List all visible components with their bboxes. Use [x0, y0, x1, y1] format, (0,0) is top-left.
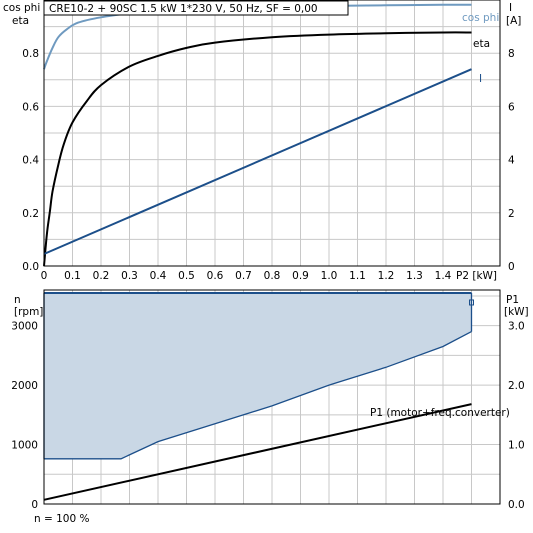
- speed-range-area: [44, 292, 472, 459]
- chart-title: CRE10-2 + 90SC 1.5 kW 1*230 V, 50 Hz, SF…: [49, 3, 318, 15]
- y-left-label-n: n: [14, 294, 21, 306]
- p1-power-line: [43, 403, 472, 501]
- y-right-tick-label: 1.0: [508, 440, 525, 452]
- x-tick-label: 0: [41, 270, 48, 282]
- y-left-label-eta: eta: [12, 15, 29, 27]
- x-tick-label: 1.4: [435, 270, 452, 282]
- y-right-tick-label: 2: [508, 208, 515, 220]
- y-left-tick-label: 3000: [11, 321, 38, 333]
- x-tick-label: 0.3: [121, 270, 138, 282]
- series-label-i: I: [479, 73, 482, 85]
- x-tick-label: 1.0: [321, 270, 338, 282]
- series-label-eta: eta: [473, 38, 490, 50]
- top-plot-frame: [43, 0, 501, 267]
- chart-tick-labels: 0 0.1 0.2 0.3 0.4 0.5 0.6 0.7 0.8 0.9 1.0 1.1 1.2 1.3…: [11, 48, 524, 511]
- eta-curve: [43, 31, 472, 267]
- y-left-tick-label: 0.4: [22, 155, 39, 167]
- top-chart-plot: [43, 3, 472, 267]
- y-right-label-p1: P1: [506, 294, 519, 306]
- x-tick-label: 0.9: [292, 270, 309, 282]
- y-right-tick-label: 8: [508, 48, 515, 60]
- y-left-tick-label: 2000: [11, 380, 38, 392]
- p1-annotation: P1 (motor+freq.converter): [370, 407, 510, 419]
- y-left-tick-label: 0: [31, 499, 38, 511]
- chart-axes: [43, 0, 501, 505]
- y-right-label-unit-a: [A]: [506, 15, 521, 27]
- y-right-tick-label: 6: [508, 101, 515, 113]
- x-axis-label-p2: P2 [kW]: [456, 270, 497, 282]
- y-right-tick-label: 3.0: [508, 321, 525, 333]
- y-right-label-kw: [kW]: [504, 306, 529, 318]
- x-tick-label: 0.8: [264, 270, 281, 282]
- x-tick-label: 1.2: [378, 270, 395, 282]
- title-box: [43, 0, 349, 16]
- x-tick-label: 0.2: [93, 270, 110, 282]
- y-right-tick-label: 2.0: [508, 380, 525, 392]
- min-speed-line: [44, 331, 472, 460]
- series-label-cosphi: cos phi: [462, 12, 499, 24]
- y-left-tick-label: 0.0: [22, 261, 39, 273]
- y-left-label-cosphi: cos phi: [3, 2, 40, 14]
- x-tick-label: 0.5: [178, 270, 195, 282]
- y-left-tick-label: 0.8: [22, 48, 39, 60]
- y-left-tick-label: 0.2: [22, 208, 39, 220]
- speed-footnote: n = 100 %: [34, 513, 90, 525]
- x-tick-label: 0.4: [150, 270, 167, 282]
- y-left-tick-label: 0.6: [22, 101, 39, 113]
- y-right-tick-label: 0: [508, 261, 515, 273]
- y-left-tick-label: 1000: [11, 440, 38, 452]
- x-tick-label: 0.7: [235, 270, 252, 282]
- bottom-chart-plot: [43, 292, 474, 501]
- x-tick-label: 1.1: [349, 270, 366, 282]
- operating-point-marker: [469, 299, 474, 306]
- current-curve: [43, 68, 472, 255]
- y-right-tick-label: 0.0: [508, 499, 525, 511]
- x-tick-label: 1.3: [406, 270, 423, 282]
- top-chart-grid: [43, 0, 500, 267]
- y-right-label-i: I: [509, 2, 512, 14]
- y-right-tick-label: 4: [508, 155, 515, 167]
- x-tick-label: 0.6: [207, 270, 224, 282]
- x-tick-label: 0.1: [64, 270, 81, 282]
- y-left-label-rpm: [rpm]: [14, 306, 43, 318]
- bottom-plot-frame: [43, 289, 501, 505]
